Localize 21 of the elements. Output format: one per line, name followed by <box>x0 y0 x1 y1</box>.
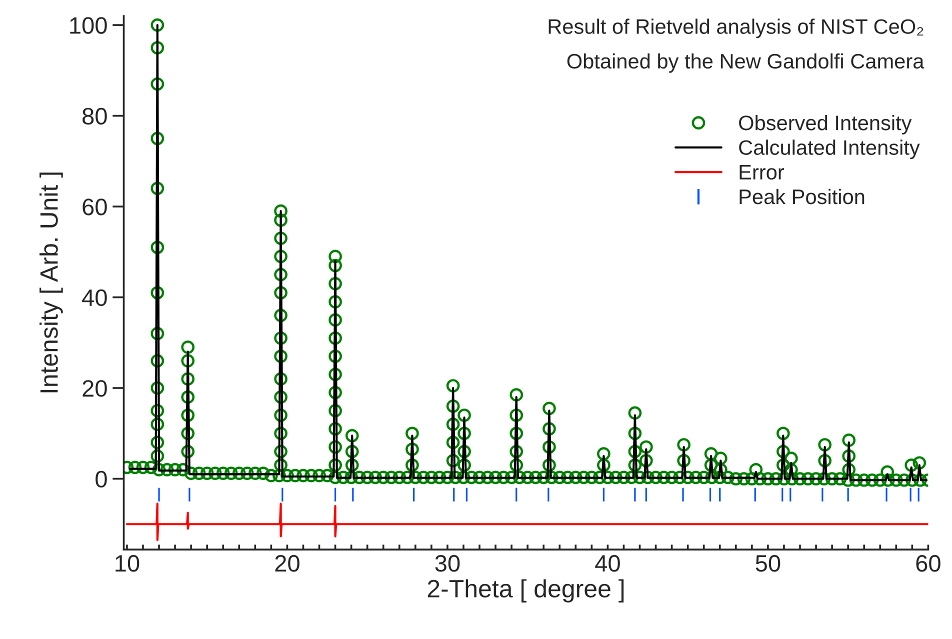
legend-label: Observed Intensity <box>739 115 912 134</box>
x-tick-label: 30 <box>435 555 460 572</box>
x-tick-label: 10 <box>116 555 140 572</box>
y-axis-title: Intensity [ Arb. Unit ] <box>40 172 63 392</box>
legend-label: Peak Position <box>740 188 864 204</box>
x-tick-label: 20 <box>275 555 300 572</box>
y-tick-label: 0 <box>96 470 107 488</box>
y-tick-label: 100 <box>70 17 107 34</box>
legend-label: Calculated Intensity <box>739 140 920 160</box>
line-series <box>126 502 928 542</box>
text: Obtained by the New Gandolfi Camera <box>567 53 924 73</box>
y-tick-label: 40 <box>82 289 107 306</box>
chart-title: Result of Rietveld analysis of NIST CeO₂ <box>548 18 924 38</box>
y-tick-label: 80 <box>82 108 107 125</box>
x-tick-label: 60 <box>916 555 940 572</box>
x-tick-label: 50 <box>756 555 780 572</box>
legend-label: Error <box>740 165 784 180</box>
x-axis-title: 2-Theta [ degree ] <box>428 579 624 602</box>
y-tick-label: 60 <box>82 198 107 216</box>
x-tick-label: 40 <box>595 555 620 572</box>
y-tick-label: 20 <box>82 380 107 397</box>
